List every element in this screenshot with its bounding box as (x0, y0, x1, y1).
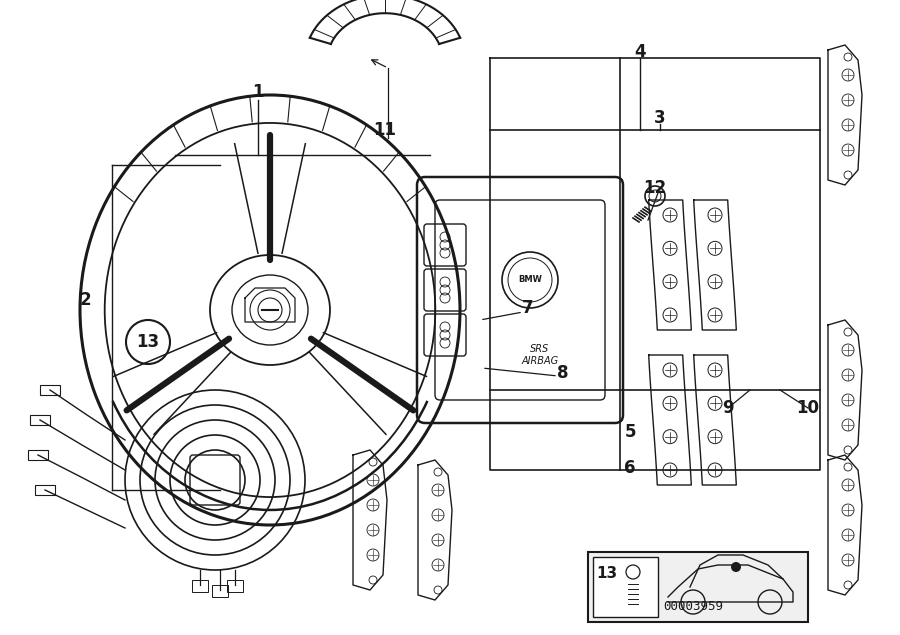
Text: 7: 7 (522, 299, 534, 317)
Bar (588, 552, 808, 622)
Text: 3: 3 (654, 109, 666, 127)
Text: 13: 13 (597, 566, 617, 582)
Text: 6: 6 (625, 459, 635, 477)
Bar (593, 557, 658, 617)
Text: 00003959: 00003959 (663, 601, 723, 613)
Text: 5: 5 (625, 423, 635, 441)
Text: 11: 11 (374, 121, 397, 139)
Text: 8: 8 (557, 364, 569, 382)
Text: 12: 12 (644, 179, 667, 197)
Text: 2: 2 (79, 291, 91, 309)
Text: 1: 1 (252, 83, 264, 101)
Circle shape (731, 562, 741, 572)
Text: 10: 10 (796, 399, 820, 417)
Text: 4: 4 (634, 43, 646, 61)
Text: SRS
AIRBAG: SRS AIRBAG (521, 344, 559, 366)
Text: 13: 13 (137, 333, 159, 351)
Text: 9: 9 (722, 399, 734, 417)
Text: BMW: BMW (518, 276, 542, 284)
